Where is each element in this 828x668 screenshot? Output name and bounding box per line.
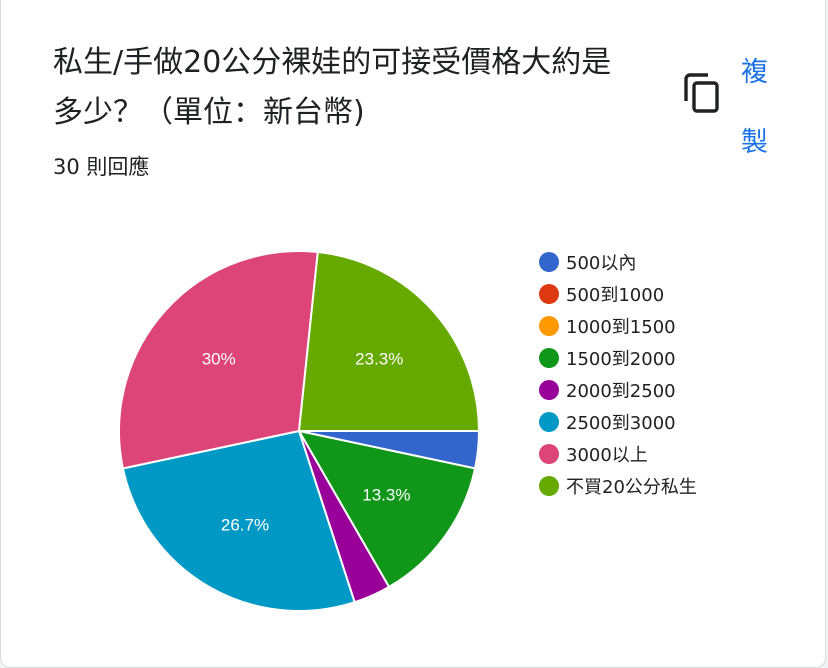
legend-label-2: 500到1000 [566, 285, 664, 306]
response-count: 30 則回應 [53, 155, 150, 179]
slice-label-4: 13.3% [362, 485, 410, 504]
legend-swatch-5 [539, 380, 559, 400]
legend-label-6: 2500到3000 [566, 413, 676, 434]
legend-swatch-2 [539, 284, 559, 304]
slice-label-6: 26.7% [221, 516, 269, 535]
pie-slice-6 [121, 429, 356, 612]
legend-label-4: 1500到2000 [566, 349, 676, 370]
pie-slice-8 [297, 250, 481, 432]
legend-swatch-6 [539, 412, 559, 432]
legend-label-3: 1000到1500 [566, 317, 676, 338]
copy-chart-button[interactable]: 複製 [741, 57, 768, 158]
legend-swatch-3 [539, 316, 559, 336]
legend-label-8: 不買20公分私生 [566, 477, 697, 498]
copy-icon[interactable] [684, 73, 720, 113]
legend-swatch-8 [539, 476, 559, 496]
legend-swatch-4 [539, 348, 559, 368]
legend-label-1: 500以內 [566, 253, 636, 274]
legend-swatch-1 [539, 252, 559, 272]
pie-slice-4 [297, 429, 477, 589]
pie-slice-7 [118, 250, 319, 470]
legend-swatch-7 [539, 444, 559, 464]
legend-label-7: 3000以上 [566, 445, 648, 466]
slice-label-7: 30% [202, 350, 236, 369]
slice-label-8: 23.3% [355, 350, 403, 369]
legend-label-5: 2000到2500 [566, 381, 676, 402]
question-title: 私生/手做20公分裸娃的可接受價格大約是多少？（單位：新台幣) [53, 45, 612, 130]
